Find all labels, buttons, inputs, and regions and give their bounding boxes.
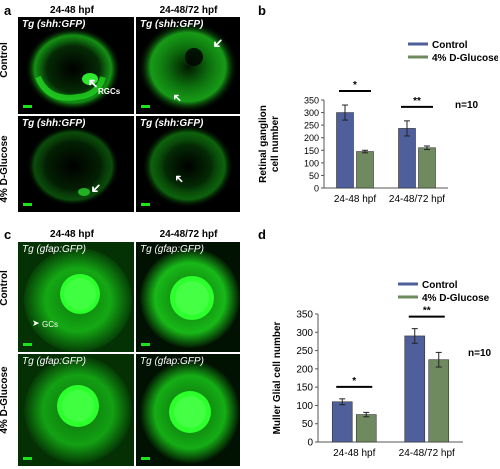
y-tick-label: 100	[304, 158, 319, 168]
retina-gfp-image	[136, 242, 240, 352]
micrograph-title: Tg (gfap:GFP)	[22, 244, 86, 255]
panel-c-row-label-glucose: 4% D-Glucose	[0, 366, 10, 434]
panel-a-label: a	[4, 3, 12, 18]
scale-bar	[23, 343, 32, 346]
panel-a-col-header-2: 24-48/72 hpf	[159, 5, 218, 16]
legend-label: 4% D-Glucose	[432, 53, 498, 64]
panel-b-label: b	[258, 3, 266, 18]
bar	[331, 401, 353, 443]
x-tick-label: 24-48/72 hpf	[399, 448, 455, 459]
scale-bar	[23, 105, 32, 108]
retina-gfp-image	[27, 126, 119, 206]
y-tick-label: 0	[307, 438, 313, 449]
retina-gfp-image	[136, 354, 240, 466]
y-tick-label: 50	[309, 171, 319, 181]
panel-c-col-header-1: 24-48 hpf	[50, 229, 94, 240]
y-tick-label: 350	[296, 310, 313, 321]
micrograph-a-glucose-24-48-72: Tg (shh:GFP) ➜	[136, 116, 240, 212]
scale-bar	[23, 457, 32, 460]
significance-marker: **	[423, 306, 431, 317]
significance-marker: *	[353, 80, 357, 91]
x-tick-label: 24-48/72 hpf	[389, 194, 445, 205]
micrograph-c-control-24-48-72: Tg (gfap:GFP)	[136, 242, 240, 352]
scale-bar	[141, 343, 150, 346]
y-tick-label: 0	[314, 184, 319, 194]
y-tick-label: 50	[302, 419, 314, 430]
y-tick-label: 300	[304, 108, 319, 118]
scale-bar	[141, 203, 150, 206]
x-tick-label: 24-48 hpf	[333, 448, 375, 459]
micrograph-c-glucose-24-48-72: Tg (gfap:GFP)	[136, 354, 240, 466]
micrograph-title: Tg (shh:GFP)	[22, 118, 86, 129]
rgcs-annotation: RGCs	[98, 87, 121, 96]
panel-a-row-label-glucose: 4% D-Glucose	[0, 135, 10, 203]
panel-c-col-header-2: 24-48/72 hpf	[159, 229, 218, 240]
micrograph-title: Tg (shh:GFP)	[22, 19, 86, 30]
micrograph-title: Tg (shh:GFP)	[140, 118, 204, 129]
retina-gfp-image	[18, 242, 134, 352]
micrograph-a-control-24-48: Tg (shh:GFP) ➜ RGCs	[18, 17, 134, 114]
gcs-annotation: GCs	[42, 320, 58, 329]
y-tick-label: 350	[304, 96, 319, 106]
legend-label: Control	[422, 280, 458, 291]
panel-a-col-header-1: 24-48 hpf	[50, 5, 94, 16]
bar	[356, 151, 374, 189]
legend-label: 4% D-Glucose	[422, 293, 490, 304]
micrograph-title: Tg (gfap:GFP)	[22, 356, 86, 367]
panel-c-row-label-control: Control	[0, 270, 10, 306]
micrograph-a-control-24-48-72: Tg (shh:GFP) ➜ ➜	[136, 17, 240, 114]
chart-d-muller-glial: Control 4% D-Glucose Muller Glial cell num…	[272, 280, 490, 459]
significance-marker: *	[352, 376, 356, 387]
micrograph-title: Tg (gfap:GFP)	[140, 244, 204, 255]
retina-gfp-image	[138, 21, 238, 113]
bar	[404, 335, 426, 443]
y-axis-label: Muller Glial cell number	[272, 321, 283, 434]
legend-label: Control	[432, 40, 468, 51]
micrograph-c-glucose-24-48: Tg (gfap:GFP)	[18, 354, 134, 466]
bar	[428, 359, 450, 443]
arrowhead-icon: ➤	[32, 318, 40, 328]
micrograph-title: Tg (gfap:GFP)	[140, 356, 204, 367]
chart-b-n-label: n=10	[455, 100, 479, 111]
y-tick-label: 150	[304, 146, 319, 156]
y-tick-label: 250	[304, 121, 319, 131]
scale-bar	[23, 203, 32, 206]
chart-d-n-label: n=10	[468, 348, 492, 359]
chart-b-retinal-ganglion: Control 4% D-Glucose Retinal ganglioncell …	[258, 40, 498, 205]
y-tick-label: 200	[304, 133, 319, 143]
panel-a-row-label-control: Control	[0, 42, 10, 78]
bar	[398, 128, 416, 189]
retina-gfp-image	[18, 354, 134, 466]
retina-gfp-image	[25, 27, 121, 111]
x-tick-label: 24-48 hpf	[334, 194, 376, 205]
significance-marker: **	[413, 96, 421, 107]
scale-bar	[141, 457, 150, 460]
y-tick-label: 300	[296, 328, 313, 339]
panel-d-label: d	[258, 227, 266, 242]
micrograph-c-control-24-48: Tg (gfap:GFP) ➤ GCs	[18, 242, 134, 352]
y-tick-label: 100	[296, 401, 313, 412]
scale-bar	[141, 105, 150, 108]
micrograph-title: Tg (shh:GFP)	[140, 19, 204, 30]
y-axis-label: Retinal ganglioncell number	[258, 105, 281, 183]
bar	[418, 147, 436, 189]
y-tick-label: 250	[296, 346, 313, 357]
bar	[336, 112, 354, 189]
y-tick-label: 200	[296, 364, 313, 375]
micrograph-a-glucose-24-48: Tg (shh:GFP) ➜	[18, 116, 134, 212]
retina-gfp-image	[142, 124, 234, 208]
bar	[355, 414, 377, 443]
y-tick-label: 150	[296, 383, 313, 394]
panel-c-label: c	[4, 227, 12, 242]
